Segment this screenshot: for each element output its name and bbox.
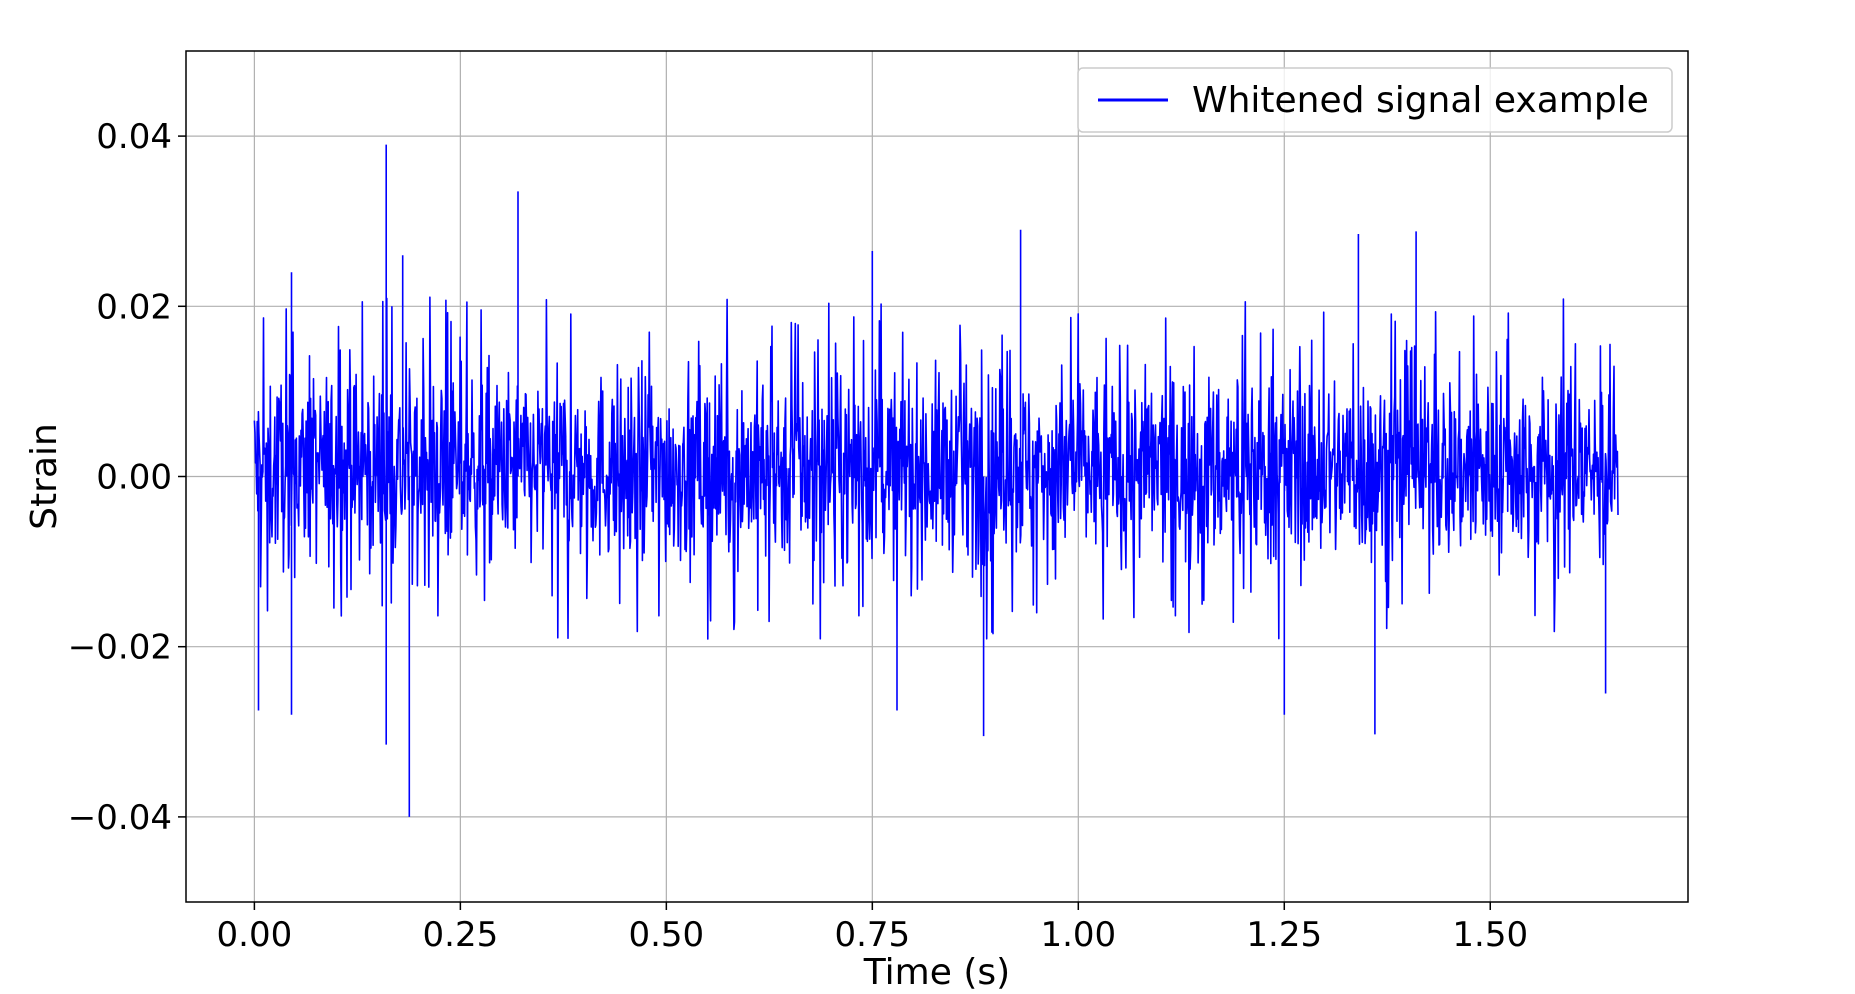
x-tick-label: 1.25 [1246,915,1322,955]
x-tick-label: 0.00 [217,915,293,955]
x-tick-label: 1.50 [1452,915,1528,955]
x-tick-label: 0.50 [628,915,704,955]
series-line-whitened-signal [253,144,1619,817]
y-tick-label: 0.00 [96,458,172,498]
legend-box [1077,67,1673,133]
x-axis-label: Time (s) [863,952,1010,993]
y-tick-label: −0.02 [68,628,172,668]
series-layer [253,144,1619,817]
x-axis: 0.00 0.25 0.50 0.75 1.00 1.25 1.50 [217,902,1528,955]
y-tick-label: 0.04 [96,117,172,157]
y-axis-label: Strain [24,423,65,530]
x-tick-label: 0.75 [834,915,910,955]
y-axis: −0.04 −0.02 0.00 0.02 0.04 [68,117,186,838]
x-tick-label: 0.25 [423,915,499,955]
x-tick-label: 1.00 [1040,915,1116,955]
legend-entry-whitened-signal: Whitened signal example [1192,80,1649,121]
y-tick-label: −0.04 [68,798,172,838]
y-tick-label: 0.02 [96,287,172,327]
legend: Whitened signal example [1077,67,1673,133]
